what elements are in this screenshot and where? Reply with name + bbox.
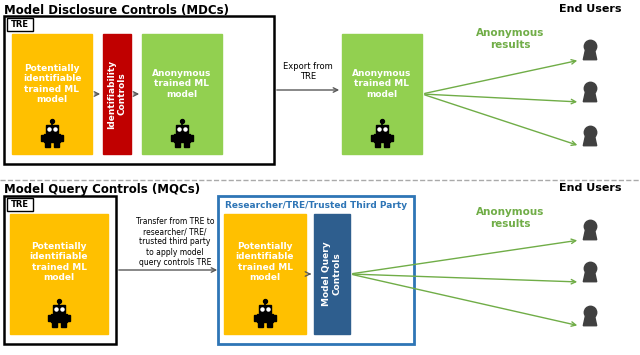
Bar — [224, 214, 306, 334]
Bar — [268, 322, 271, 327]
Bar — [4, 16, 274, 164]
Text: Anonymous
results: Anonymous results — [476, 207, 544, 229]
Bar — [259, 322, 263, 327]
Bar — [45, 142, 50, 147]
Bar — [170, 135, 174, 141]
Bar — [259, 305, 271, 313]
Bar — [384, 142, 388, 147]
Bar — [218, 196, 414, 344]
Polygon shape — [583, 93, 596, 102]
Text: Model Disclosure Controls (MDCs): Model Disclosure Controls (MDCs) — [4, 4, 229, 17]
Bar — [374, 134, 390, 142]
Text: Identifiability
Controls: Identifiability Controls — [108, 59, 127, 129]
Bar — [54, 142, 59, 147]
Bar — [342, 34, 422, 154]
Bar — [103, 34, 131, 154]
Text: End Users: End Users — [559, 183, 621, 193]
Text: Researcher/TRE/Trusted Third Party: Researcher/TRE/Trusted Third Party — [225, 201, 407, 210]
Text: Transfer from TRE to
researcher/ TRE/
trusted third party
to apply model
query c: Transfer from TRE to researcher/ TRE/ tr… — [136, 217, 214, 267]
Bar — [142, 34, 222, 154]
Bar — [4, 196, 116, 344]
Bar — [10, 214, 108, 334]
Bar — [7, 198, 33, 211]
Bar — [176, 125, 188, 133]
Bar — [53, 305, 65, 313]
Bar — [61, 322, 66, 327]
Bar — [12, 34, 92, 154]
Bar — [376, 125, 388, 133]
Text: Anonymous
results: Anonymous results — [476, 28, 544, 50]
Text: End Users: End Users — [559, 4, 621, 14]
Text: Export from
TRE: Export from TRE — [283, 62, 333, 81]
Bar — [253, 315, 257, 321]
Text: Potentially
identifiable
trained ML
model: Potentially identifiable trained ML mode… — [236, 242, 294, 282]
Bar — [390, 135, 394, 141]
Text: Potentially
identifiable
trained ML
model: Potentially identifiable trained ML mode… — [23, 64, 81, 104]
Polygon shape — [583, 51, 596, 60]
Bar — [273, 315, 276, 321]
Bar — [46, 125, 58, 133]
Text: Anonymous
trained ML
model: Anonymous trained ML model — [152, 69, 212, 99]
Polygon shape — [583, 273, 596, 282]
Bar — [40, 135, 44, 141]
Bar — [371, 135, 374, 141]
Text: TRE: TRE — [11, 200, 29, 209]
Polygon shape — [583, 317, 596, 326]
Bar — [257, 314, 273, 322]
Bar — [376, 142, 380, 147]
Text: Model Query Controls (MQCs): Model Query Controls (MQCs) — [4, 183, 200, 196]
Polygon shape — [583, 231, 596, 240]
Bar — [47, 315, 51, 321]
Bar — [175, 142, 180, 147]
Bar — [314, 214, 350, 334]
Text: Anonymous
trained ML
model: Anonymous trained ML model — [352, 69, 412, 99]
Polygon shape — [583, 137, 596, 146]
Bar — [52, 322, 57, 327]
Bar — [44, 134, 60, 142]
Bar — [190, 135, 193, 141]
Bar — [60, 135, 63, 141]
Text: Model Query
Controls: Model Query Controls — [323, 242, 342, 306]
Bar — [51, 314, 67, 322]
Text: TRE: TRE — [11, 20, 29, 29]
Text: Potentially
identifiable
trained ML
model: Potentially identifiable trained ML mode… — [29, 242, 88, 282]
Bar — [67, 315, 70, 321]
Bar — [174, 134, 190, 142]
Bar — [7, 18, 33, 31]
Bar — [184, 142, 189, 147]
